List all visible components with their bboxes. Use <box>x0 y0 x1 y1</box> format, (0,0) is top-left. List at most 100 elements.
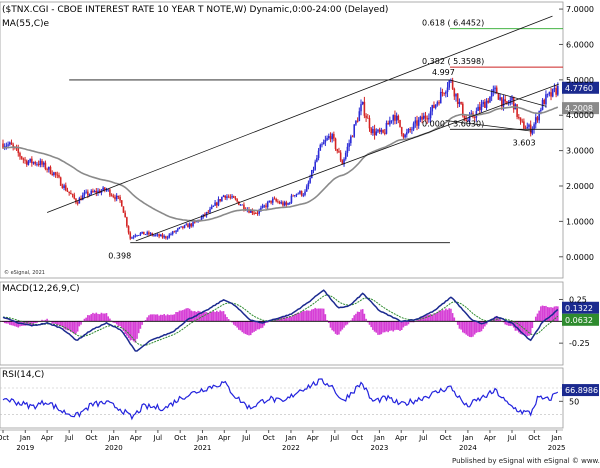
price-candle-body <box>482 101 484 105</box>
macd-histogram-bar <box>41 319 43 322</box>
macd-histogram-bar <box>200 312 203 322</box>
price-candle-body <box>153 235 155 236</box>
price-candle-body <box>416 120 418 126</box>
price-candle-body <box>176 228 179 231</box>
macd-histogram-bar <box>412 321 415 323</box>
price-candle-body <box>31 158 33 164</box>
macd-histogram-bar <box>385 321 388 332</box>
macd-histogram-bar <box>210 311 213 322</box>
x-axis-year-label: 2025 <box>548 444 566 452</box>
macd-histogram-bar <box>58 321 60 325</box>
price-candle-body <box>353 124 356 137</box>
x-axis-year-label: 2022 <box>282 444 300 452</box>
price-candle-body <box>54 172 57 175</box>
ma-legend: MA(55,C)e <box>2 19 50 29</box>
macd-histogram-bar <box>7 321 9 324</box>
price-candle-body <box>395 115 398 121</box>
macd-histogram-bar <box>190 310 193 322</box>
macd-histogram-bar <box>458 321 461 329</box>
macd-histogram-bar <box>434 313 437 322</box>
macd-histogram-bar <box>439 310 442 322</box>
macd-histogram-bar <box>550 307 552 322</box>
x-axis-month-label: Jul <box>64 434 74 442</box>
macd-histogram-bar <box>529 321 532 335</box>
macd-histogram-bar <box>243 321 245 334</box>
x-axis-month-label: Jul <box>241 434 251 442</box>
price-candle-body <box>88 194 91 196</box>
macd-histogram-bar <box>344 321 347 326</box>
macd-histogram-bar <box>107 316 109 322</box>
macd-histogram-bar <box>221 311 223 322</box>
price-candle-body <box>268 200 271 203</box>
macd-histogram-bar <box>34 321 37 323</box>
macd-histogram-bar <box>392 321 395 332</box>
macd-histogram-bar <box>353 315 356 322</box>
macd-histogram-bar <box>239 321 242 331</box>
macd-histogram-bar <box>148 315 150 322</box>
macd-histogram-bar <box>32 321 35 324</box>
price-candle-body <box>543 99 546 105</box>
price-candle-body <box>241 204 244 206</box>
macd-histogram-bar <box>104 313 106 322</box>
price-candle-body <box>304 191 306 195</box>
price-candle-body <box>428 118 430 120</box>
price-candle-body <box>480 104 483 111</box>
ma-value: 4.2008 <box>565 104 593 113</box>
price-axis-label: 1.0000 <box>566 217 594 226</box>
x-axis-month-label: Jan <box>107 434 119 442</box>
price-candle-body <box>338 151 340 153</box>
price-candle-body <box>333 134 335 139</box>
macd-histogram-bar <box>80 321 82 325</box>
price-candle-body <box>294 195 296 196</box>
price-candle-body <box>166 237 169 239</box>
price-candle-body <box>439 91 442 104</box>
price-candle-body <box>261 205 264 208</box>
price-candle-body <box>25 160 28 165</box>
macd-histogram-bar <box>64 321 67 330</box>
macd-histogram-bar <box>131 321 133 341</box>
macd-histogram-bar <box>465 321 467 335</box>
price-candle-body <box>317 150 320 159</box>
price-candle-body <box>144 234 147 235</box>
macd-histogram-bar <box>370 321 372 328</box>
price-candle-body <box>119 196 121 201</box>
price-candle-body <box>495 87 498 94</box>
price-candle-body <box>271 198 274 203</box>
macd-histogram-bar <box>215 310 218 322</box>
macd-histogram-bar <box>399 321 401 331</box>
price-candle-body <box>265 205 267 208</box>
macd-histogram-bar <box>175 312 177 322</box>
macd-histogram-bar <box>171 314 174 322</box>
price-candle-body <box>533 124 535 130</box>
macd-histogram-bar <box>348 321 350 323</box>
price-candle-body <box>193 221 196 223</box>
price-candle-body <box>32 162 35 164</box>
price-candle-body <box>526 126 529 129</box>
price-axis-label: 6.0000 <box>566 40 594 49</box>
macd-histogram-bar <box>263 321 266 326</box>
price-annotation: 0.398 <box>108 252 131 261</box>
price-candle-body <box>545 94 547 105</box>
macd-histogram-bar <box>460 321 462 330</box>
macd-histogram-bar <box>365 318 367 322</box>
x-axis-year-label: 2023 <box>371 444 389 452</box>
macd-histogram-bar <box>8 321 11 325</box>
price-candle-body <box>158 234 160 237</box>
price-candle-body <box>339 152 342 161</box>
macd-histogram-bar <box>380 321 383 335</box>
macd-histogram-bar <box>299 312 301 322</box>
price-candle-body <box>227 196 230 198</box>
macd-histogram-bar <box>478 321 481 333</box>
macd-histogram-bar <box>14 321 16 327</box>
price-candle-body <box>512 96 515 110</box>
macd-histogram-bar <box>241 321 244 333</box>
price-candle-body <box>7 144 9 146</box>
macd-histogram-bar <box>453 317 456 322</box>
macd-histogram-bar <box>3 321 6 324</box>
price-candle-body <box>351 136 354 138</box>
macd-histogram-bar <box>122 321 125 331</box>
price-candle-body <box>170 234 172 235</box>
price-candle-body <box>97 190 99 194</box>
macd-signal-line <box>2 294 559 346</box>
price-candle-body <box>492 89 495 93</box>
